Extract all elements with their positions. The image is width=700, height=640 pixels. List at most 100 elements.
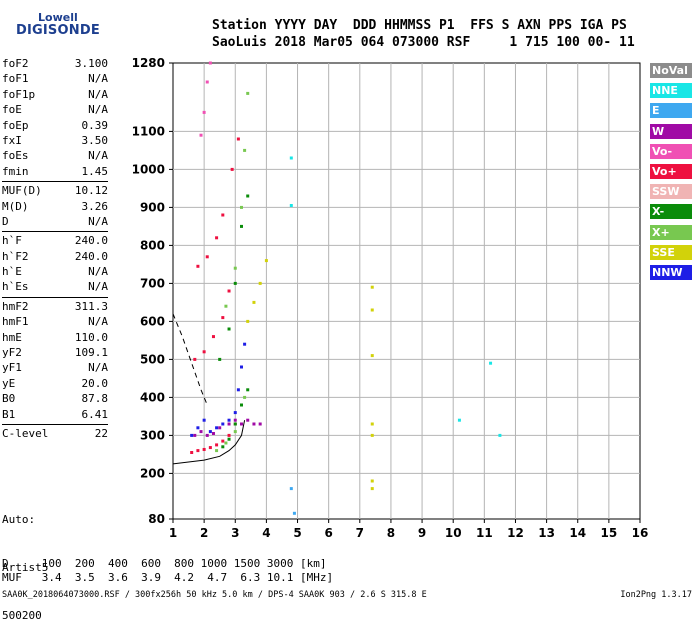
data-point-w	[205, 433, 209, 437]
param-label: yF1	[2, 361, 22, 375]
x-tick-label: 12	[507, 526, 524, 540]
data-point-vo	[202, 350, 206, 354]
data-point-vo	[199, 133, 203, 137]
y-tick-label: 80	[148, 512, 165, 526]
x-tick-label: 8	[387, 526, 395, 540]
data-point-x	[218, 357, 222, 361]
data-point-x	[224, 441, 228, 445]
data-point-vo	[227, 433, 231, 437]
param-label: MUF(D)	[2, 184, 42, 198]
data-point-sse	[370, 422, 374, 426]
data-point-nnw	[236, 388, 240, 392]
data-point-vo	[196, 264, 200, 268]
param-label: foF2	[2, 57, 29, 70]
data-point-w	[246, 418, 250, 422]
data-point-x	[239, 403, 243, 407]
param-label: foF1p	[2, 87, 36, 101]
data-point-sse	[370, 433, 374, 437]
y-tick-label: 1280	[132, 56, 165, 70]
x-tick-label: 3	[231, 526, 239, 540]
param-value: 1.45	[81, 164, 109, 178]
param-separator	[2, 181, 108, 183]
data-point-sse	[264, 259, 268, 263]
data-point-vo	[230, 167, 234, 171]
param-label: M(D)	[2, 199, 29, 213]
data-point-nne	[289, 204, 293, 207]
param-value: 22	[94, 426, 108, 440]
legend-item: Vo-	[650, 143, 692, 159]
y-tick-label: 800	[140, 238, 165, 252]
param-label: hmF2	[2, 299, 29, 313]
y-tick-label: 700	[140, 276, 165, 290]
param-value: N/A	[88, 149, 108, 163]
data-point-w	[199, 430, 203, 434]
data-point-vo	[202, 110, 206, 114]
legend-item: NNE	[650, 83, 692, 99]
param-row: hmF2 311.3	[2, 299, 108, 314]
data-point-vo	[215, 443, 219, 447]
param-value: 3.50	[81, 133, 109, 147]
legend-item: NoVal	[650, 63, 692, 78]
param-row: C-level 22	[2, 426, 108, 441]
y-tick-label: 1000	[132, 162, 165, 176]
x-tick-label: 11	[476, 526, 493, 540]
data-point-vo	[221, 316, 225, 320]
data-point-vo	[190, 451, 194, 454]
param-row: D N/A	[2, 214, 108, 229]
param-value: N/A	[88, 280, 108, 294]
data-point-nne	[457, 418, 461, 422]
parameter-panel: foF2 3.100 foF1 N/A foF1p N/A foE N/A foEp 0.39 fx…	[2, 56, 108, 441]
legend-item: Vo+	[650, 163, 692, 179]
data-point-vo	[208, 446, 212, 450]
legend-item: X+	[650, 224, 692, 240]
plot-area	[172, 62, 641, 520]
data-point-x	[233, 266, 237, 270]
x-tick-label: 2	[200, 526, 208, 540]
data-point-e	[289, 487, 293, 491]
data-point-vo	[211, 335, 215, 339]
data-point-sse	[246, 319, 250, 323]
data-point-x	[233, 281, 237, 285]
param-row: yF1 N/A	[2, 360, 108, 375]
param-value: 3.100	[74, 57, 108, 70]
param-row: B0 87.8	[2, 391, 108, 406]
data-point-x	[227, 327, 231, 331]
param-label: fxI	[2, 133, 22, 147]
param-label: foEs	[2, 149, 29, 163]
data-point-w	[252, 422, 256, 426]
data-point-x	[246, 388, 250, 392]
param-label: foF1	[2, 72, 29, 86]
param-value: 109.1	[74, 346, 108, 360]
profile-curve	[172, 420, 246, 465]
data-point-vo	[236, 137, 240, 141]
legend-item: E	[650, 103, 692, 119]
data-point-w	[233, 418, 237, 422]
param-label: foEp	[2, 118, 29, 132]
legend-item: NNW	[650, 264, 692, 280]
y-tick-label: 200	[140, 466, 165, 480]
param-separator	[2, 296, 108, 298]
y-tick-label: 1100	[132, 124, 165, 138]
param-label: h`Es	[2, 280, 29, 294]
data-point-x	[246, 91, 250, 95]
param-row: fmin 1.45	[2, 164, 108, 179]
param-row: foF1 N/A	[2, 71, 108, 86]
logo-digisonde: DIGISONDE	[16, 23, 100, 38]
param-label: C-level	[2, 426, 49, 440]
param-label: D	[2, 214, 9, 228]
param-label: hmF1	[2, 315, 29, 329]
legend-item: W	[650, 123, 692, 139]
param-row: foEs N/A	[2, 148, 108, 163]
param-separator	[2, 423, 108, 425]
data-point-nne	[289, 156, 293, 160]
data-point-nne	[498, 433, 502, 437]
data-point-nne	[489, 361, 493, 365]
param-label: yE	[2, 376, 16, 390]
param-value: 10.12	[74, 184, 108, 198]
data-point-w	[239, 422, 243, 426]
data-point-sse	[370, 285, 374, 289]
x-tick-label: 1	[169, 526, 177, 540]
param-row: hmE 110.0	[2, 330, 108, 345]
param-value: 0.39	[81, 118, 109, 132]
muf-row: MUF 3.4 3.5 3.6 3.9 4.2 4.7 6.3 10.1 [MH…	[2, 571, 334, 584]
